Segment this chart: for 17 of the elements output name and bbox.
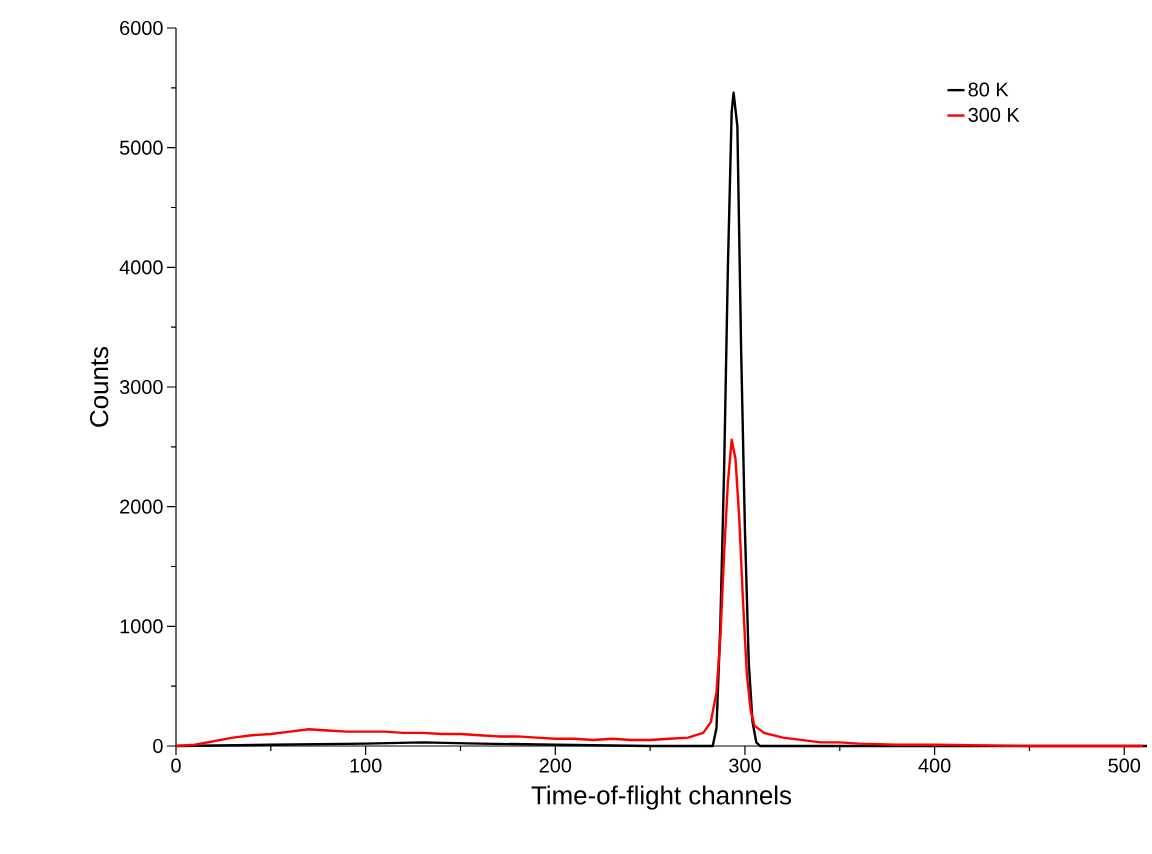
x-tick-label: 0: [171, 758, 181, 773]
y-tick-label: 2000: [120, 499, 163, 514]
y-axis-title: Counts: [89, 346, 109, 427]
x-tick-label: 100: [350, 758, 382, 773]
y-tick-label: 1000: [120, 619, 163, 634]
legend-label: 80 K: [968, 82, 1009, 97]
x-tick-label: 500: [1108, 758, 1141, 773]
x-axis-title: Time-of-flight channels: [531, 785, 792, 810]
y-tick-label: 0: [153, 738, 163, 754]
x-tick-label: 300: [729, 758, 761, 773]
legend-label: 300 K: [968, 107, 1020, 122]
x-tick-label: 200: [539, 758, 572, 773]
y-tick-label: 3000: [119, 379, 163, 395]
x-tick-label: 400: [918, 758, 951, 773]
y-tick-label: 5000: [119, 140, 163, 155]
y-tick-label: 6000: [120, 20, 163, 36]
y-tick-label: 4000: [119, 260, 163, 275]
